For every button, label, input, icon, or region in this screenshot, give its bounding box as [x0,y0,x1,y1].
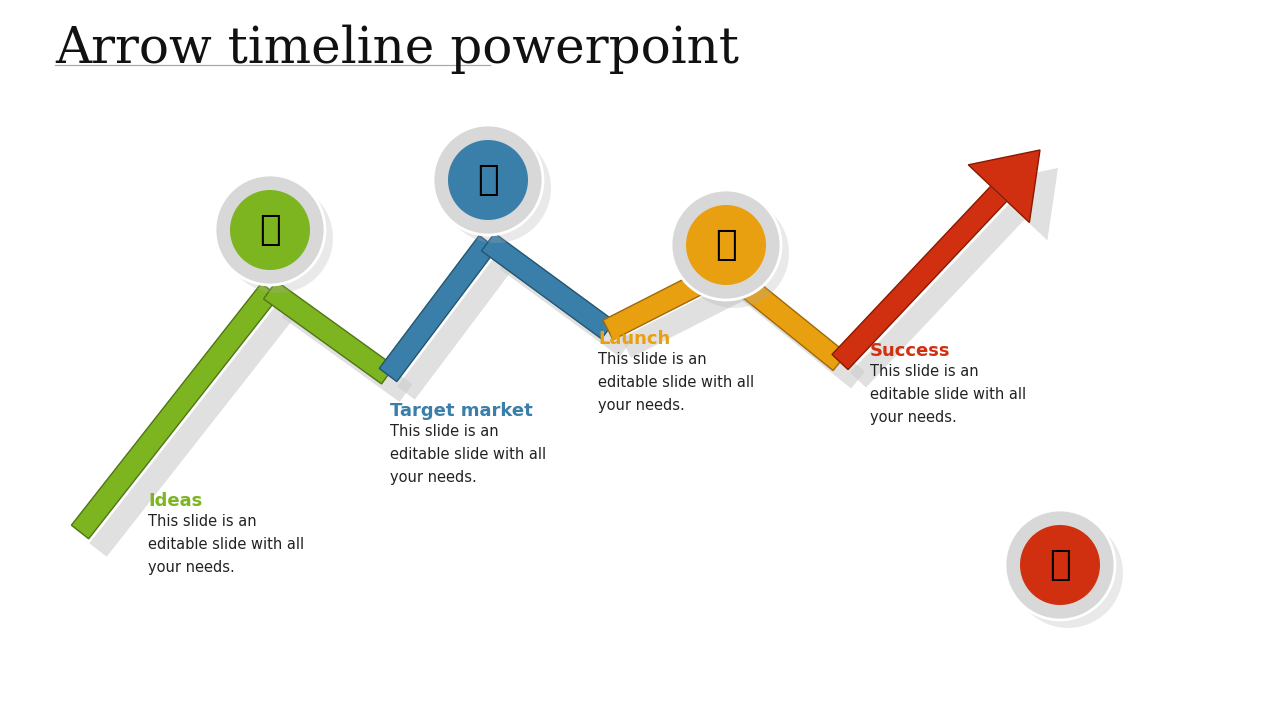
Circle shape [223,183,333,293]
Circle shape [433,125,543,235]
Polygon shape [379,235,497,382]
Polygon shape [621,278,749,358]
Circle shape [442,133,550,243]
Polygon shape [481,233,614,339]
Text: 💡: 💡 [259,213,280,247]
Text: Ideas: Ideas [148,492,202,510]
Circle shape [1020,525,1100,605]
Polygon shape [90,301,297,557]
Text: This slide is an
editable slide with all
your needs.: This slide is an editable slide with all… [148,514,305,575]
Circle shape [671,190,781,300]
Text: This slide is an
editable slide with all
your needs.: This slide is an editable slide with all… [870,364,1027,425]
Circle shape [448,140,529,220]
Polygon shape [264,281,394,384]
Text: Launch: Launch [598,330,671,348]
Text: 🎯: 🎯 [477,163,499,197]
Circle shape [230,190,310,270]
Polygon shape [499,251,632,357]
Polygon shape [282,299,412,402]
Circle shape [686,205,765,285]
Polygon shape [603,260,731,340]
Circle shape [678,198,788,308]
Text: 🏆: 🏆 [1050,548,1071,582]
Text: This slide is an
editable slide with all
your needs.: This slide is an editable slide with all… [598,352,754,413]
Polygon shape [72,283,279,539]
Polygon shape [737,279,865,389]
Text: Target market: Target market [390,402,532,420]
Polygon shape [832,186,1007,369]
Text: This slide is an
editable slide with all
your needs.: This slide is an editable slide with all… [390,424,547,485]
Text: Success: Success [870,342,951,360]
Polygon shape [987,168,1059,240]
Polygon shape [968,150,1039,222]
Polygon shape [719,261,847,371]
Polygon shape [397,253,515,400]
Circle shape [1012,518,1123,628]
Text: 🚀: 🚀 [716,228,737,262]
Circle shape [215,175,325,285]
Polygon shape [850,204,1025,387]
Circle shape [1005,510,1115,620]
Text: Arrow timeline powerpoint: Arrow timeline powerpoint [55,25,739,74]
